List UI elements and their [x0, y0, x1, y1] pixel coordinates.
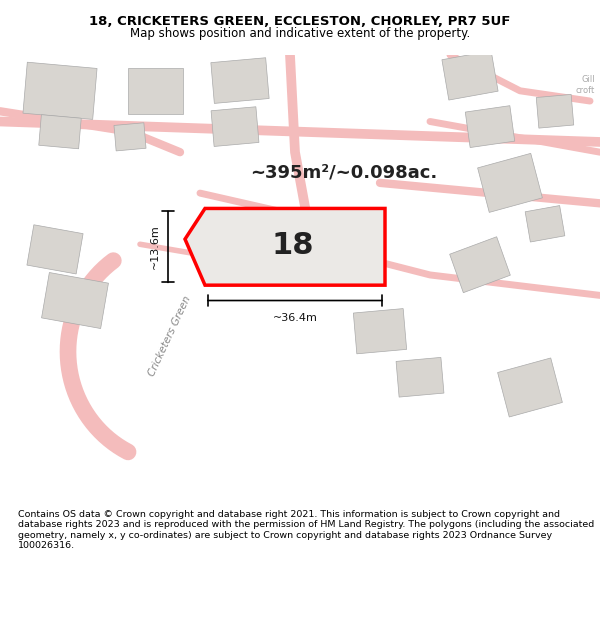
Text: ~395m²/~0.098ac.: ~395m²/~0.098ac. [250, 164, 437, 182]
Polygon shape [525, 206, 565, 242]
Text: Map shows position and indicative extent of the property.: Map shows position and indicative extent… [130, 27, 470, 39]
Polygon shape [442, 51, 498, 100]
Polygon shape [39, 114, 81, 149]
Text: Contains OS data © Crown copyright and database right 2021. This information is : Contains OS data © Crown copyright and d… [18, 510, 594, 550]
Polygon shape [396, 357, 444, 397]
Polygon shape [41, 272, 109, 329]
Polygon shape [536, 94, 574, 128]
Polygon shape [478, 153, 542, 213]
Polygon shape [465, 106, 515, 148]
Polygon shape [185, 209, 385, 285]
Polygon shape [27, 225, 83, 274]
Polygon shape [353, 309, 407, 354]
Polygon shape [114, 122, 146, 151]
Polygon shape [23, 62, 97, 119]
Polygon shape [211, 58, 269, 103]
Text: ~36.4m: ~36.4m [272, 312, 317, 322]
Polygon shape [211, 107, 259, 146]
Text: Cricketers Green: Cricketers Green [147, 294, 193, 378]
Text: ~13.6m: ~13.6m [150, 224, 160, 269]
Polygon shape [128, 68, 182, 114]
Text: Gill
croft: Gill croft [576, 76, 595, 95]
Text: 18: 18 [272, 231, 314, 260]
Polygon shape [497, 358, 562, 417]
Text: 18, CRICKETERS GREEN, ECCLESTON, CHORLEY, PR7 5UF: 18, CRICKETERS GREEN, ECCLESTON, CHORLEY… [89, 16, 511, 28]
Polygon shape [449, 237, 511, 292]
